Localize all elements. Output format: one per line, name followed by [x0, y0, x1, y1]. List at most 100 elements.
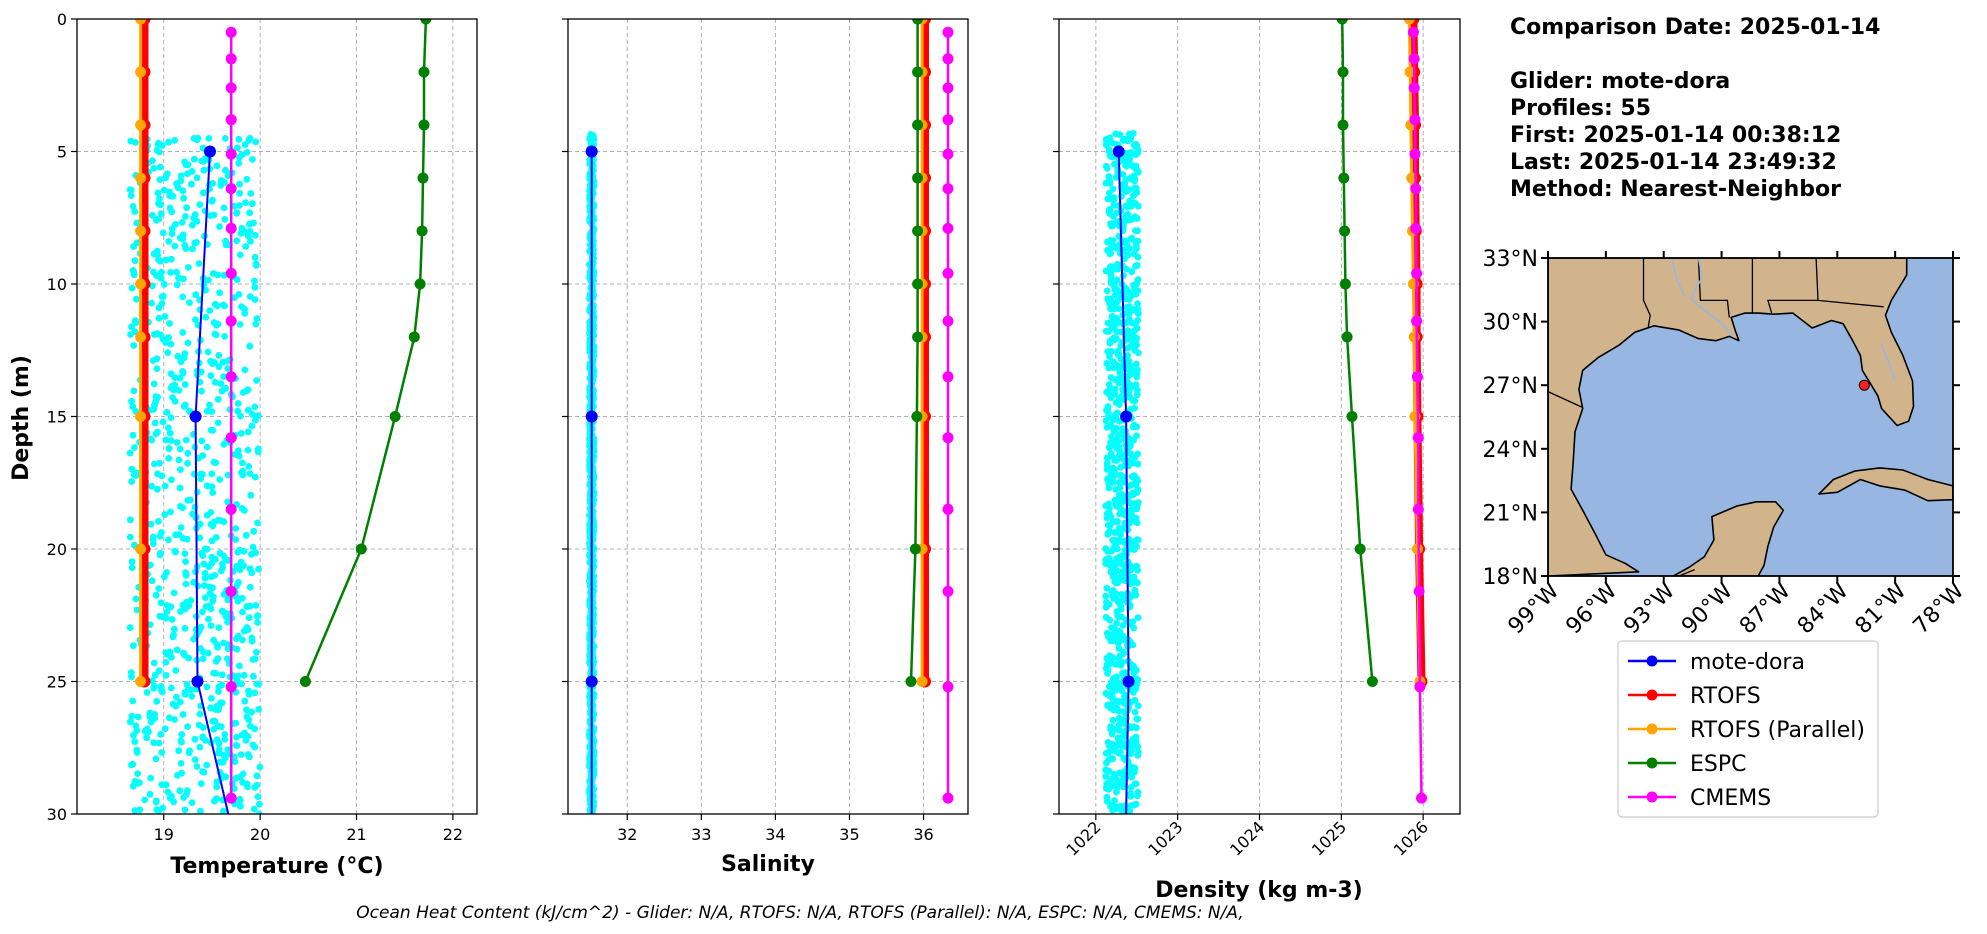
- glider-scatter-point: [249, 543, 257, 551]
- glider-scatter-point: [160, 280, 168, 288]
- glider-scatter-point: [244, 603, 251, 611]
- glider-scatter-point: [148, 577, 156, 585]
- glider-scatter-point: [251, 743, 259, 751]
- legend-marker: [1646, 655, 1658, 667]
- glider-scatter-point: [1132, 140, 1140, 148]
- glider-scatter-point: [251, 253, 259, 261]
- glider-scatter-point: [128, 558, 136, 566]
- glider-scatter-point: [1102, 749, 1110, 757]
- glider-scatter-point: [1132, 780, 1140, 788]
- glider-scatter-point: [211, 572, 219, 579]
- legend-marker: [1646, 723, 1658, 735]
- glider-scatter-point: [212, 534, 220, 541]
- glider-scatter-point: [197, 470, 205, 478]
- glider-scatter-point: [242, 199, 250, 207]
- glider-scatter-point: [1132, 242, 1140, 250]
- glider-scatter-point: [167, 603, 175, 611]
- glider-scatter-point: [210, 725, 218, 733]
- glider-scatter-point: [168, 230, 176, 238]
- glider-scatter-point: [238, 151, 246, 159]
- glider-scatter-point: [1105, 206, 1113, 214]
- glider-scatter-point: [167, 269, 175, 276]
- glider-scatter-point: [1133, 536, 1141, 543]
- glider-scatter-point: [1117, 748, 1124, 756]
- series-marker: [1337, 66, 1349, 78]
- glider-scatter-point: [1108, 153, 1116, 161]
- glider-scatter-point: [207, 605, 215, 613]
- glider-scatter-point: [130, 642, 137, 650]
- glider-scatter-point: [202, 313, 210, 321]
- glider-scatter-point: [1108, 244, 1115, 252]
- glider-scatter-point: [1134, 752, 1142, 759]
- glider-scatter-point: [1133, 715, 1141, 723]
- glider-scatter-point: [152, 393, 160, 401]
- series-marker: [225, 148, 237, 160]
- glider-scatter-point: [1111, 457, 1118, 464]
- glider-scatter-point: [205, 135, 213, 142]
- series-line: [1340, 19, 1374, 682]
- glider-scatter-point: [180, 649, 187, 657]
- glider-scatter-point: [129, 431, 137, 439]
- glider-scatter-point: [167, 255, 175, 263]
- series-marker: [420, 19, 432, 25]
- glider-scatter-point: [246, 583, 254, 591]
- series-marker: [1403, 19, 1415, 25]
- glider-scatter-point: [1127, 763, 1135, 771]
- glider-scatter-point: [150, 165, 158, 172]
- glider-scatter-point: [1125, 372, 1133, 379]
- glider-scatter-point: [176, 445, 184, 453]
- glider-scatter-point: [1113, 244, 1121, 252]
- glider-scatter-point: [150, 380, 158, 388]
- glider-scatter-point: [166, 320, 173, 327]
- glider-scatter-point: [149, 540, 157, 548]
- glider-scatter-point: [1111, 426, 1119, 434]
- glider-scatter-point: [252, 648, 260, 656]
- glider-scatter-point: [165, 444, 173, 452]
- glider-scatter-point: [1109, 716, 1117, 724]
- glider-scatter-point: [171, 547, 179, 555]
- glider-scatter-point: [250, 527, 258, 535]
- glider-scatter-point: [181, 401, 189, 409]
- glider-scatter-point: [218, 607, 226, 615]
- glider-scatter-point: [134, 713, 142, 721]
- glider-scatter-point: [1130, 624, 1138, 632]
- glider-scatter-point: [126, 449, 134, 457]
- glider-scatter-point: [587, 660, 594, 668]
- glider-scatter-point: [158, 293, 166, 300]
- glider-scatter-point: [206, 401, 213, 409]
- glider-scatter-point: [158, 268, 165, 276]
- glider-scatter-point: [172, 702, 180, 710]
- glider-scatter-point: [159, 418, 167, 426]
- series-marker: [1414, 681, 1426, 693]
- glider-scatter-point: [241, 729, 248, 737]
- glider-scatter-point: [254, 612, 261, 620]
- glider-scatter-point: [1107, 450, 1115, 457]
- glider-scatter-point: [220, 552, 228, 560]
- series-line: [194, 151, 230, 814]
- glider-scatter-point: [133, 469, 141, 477]
- series-marker: [225, 315, 237, 327]
- series-marker: [1412, 503, 1424, 515]
- glider-scatter-point: [239, 636, 246, 644]
- glider-scatter-point: [156, 551, 164, 559]
- series-marker: [225, 503, 237, 515]
- y-tick-label: 15: [47, 408, 67, 427]
- glider-scatter-point: [1134, 702, 1142, 710]
- glider-scatter-point: [155, 215, 163, 223]
- glider-scatter-point: [1105, 364, 1113, 372]
- glider-scatter-point: [248, 634, 256, 642]
- glider-scatter-point: [199, 655, 207, 663]
- series-marker: [912, 225, 924, 237]
- glider-scatter-point: [219, 560, 226, 568]
- glider-scatter-point: [253, 772, 261, 780]
- glider-scatter-point: [1134, 167, 1141, 174]
- glider-scatter-point: [252, 602, 260, 609]
- glider-scatter-point: [237, 751, 245, 758]
- glider-scatter-point: [1122, 162, 1130, 169]
- glider-scatter-point: [199, 608, 206, 616]
- glider-scatter-point: [233, 635, 240, 642]
- glider-scatter-point: [189, 245, 196, 253]
- glider-scatter-point: [1107, 237, 1114, 244]
- glider-scatter-point: [248, 569, 256, 577]
- map-lon-label: 78°W: [1909, 578, 1970, 639]
